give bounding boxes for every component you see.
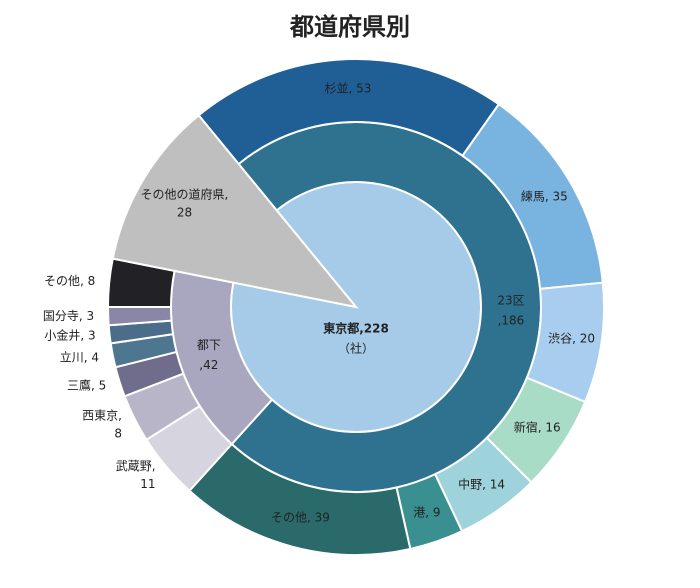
segment-label: その他, 39: [271, 510, 330, 524]
segment-label: 西東京,: [82, 408, 122, 422]
segment-label: 立川, 4: [60, 350, 99, 365]
segment-label: その他の道府県,: [141, 187, 229, 202]
segment-label: 港, 9: [413, 506, 440, 520]
chart-title: 都道府県別: [289, 13, 410, 41]
segment-label: 東京都,228: [323, 321, 389, 336]
segment-label: 練馬, 35: [521, 190, 568, 204]
segment-label: 国分寺, 3: [43, 309, 94, 323]
segment-label: 中野, 14: [458, 477, 505, 492]
segment-label: ,42: [199, 358, 218, 372]
segment-label: 都下: [197, 338, 221, 352]
segment-label: 杉並, 53: [325, 82, 372, 96]
segment-label: 新宿, 16: [514, 420, 561, 435]
segment-label: 武蔵野,: [116, 459, 156, 473]
segment-label: 28: [177, 206, 192, 220]
segment-label: 11: [140, 477, 155, 491]
segment-label: 23区: [497, 293, 524, 307]
segment-label: 小金井, 3: [44, 327, 95, 342]
segment-label: ,186: [498, 313, 525, 327]
segment-label: その他, 8: [44, 274, 95, 288]
segment-label: 三鷹, 5: [67, 378, 106, 393]
segment-label: 8: [114, 426, 122, 440]
segment: [111, 113, 359, 309]
segment-label: 渋谷, 20: [548, 331, 595, 345]
unit-label: （社）: [338, 341, 374, 356]
